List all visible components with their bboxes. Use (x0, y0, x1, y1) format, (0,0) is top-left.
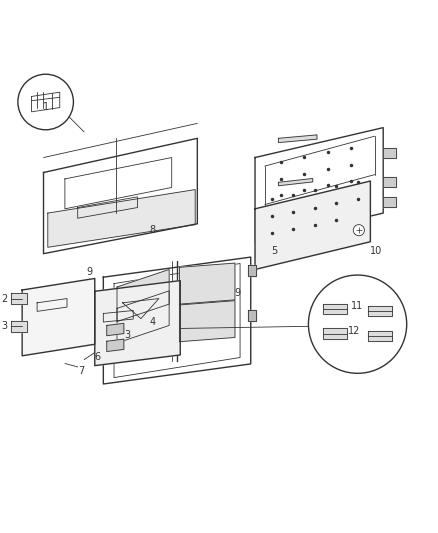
Polygon shape (95, 280, 180, 366)
Polygon shape (368, 330, 392, 341)
Text: 9: 9 (234, 288, 240, 298)
Polygon shape (255, 181, 371, 270)
Polygon shape (255, 127, 383, 243)
Polygon shape (323, 304, 347, 314)
Text: 7: 7 (78, 366, 85, 376)
Text: 1: 1 (42, 102, 49, 112)
Polygon shape (48, 190, 195, 247)
Text: 5: 5 (271, 246, 277, 256)
Circle shape (353, 224, 364, 236)
Polygon shape (279, 135, 317, 143)
Text: 3: 3 (1, 321, 7, 332)
Polygon shape (117, 291, 169, 343)
Polygon shape (43, 139, 198, 254)
Polygon shape (248, 310, 256, 321)
Text: 9: 9 (87, 266, 93, 277)
Polygon shape (383, 148, 396, 158)
Text: 12: 12 (348, 326, 360, 336)
Polygon shape (32, 92, 60, 112)
Text: 8: 8 (149, 225, 155, 235)
Text: 2: 2 (1, 294, 7, 304)
Polygon shape (279, 179, 313, 185)
Polygon shape (11, 293, 27, 304)
Polygon shape (11, 321, 27, 332)
Text: 3: 3 (125, 330, 131, 340)
Text: 11: 11 (351, 301, 364, 311)
Polygon shape (180, 301, 235, 342)
Polygon shape (103, 257, 251, 384)
Polygon shape (107, 324, 124, 336)
Circle shape (18, 74, 74, 130)
Polygon shape (107, 339, 124, 352)
Polygon shape (117, 270, 169, 321)
Polygon shape (383, 177, 396, 187)
Polygon shape (383, 197, 396, 207)
Text: 6: 6 (95, 352, 101, 361)
Circle shape (308, 275, 407, 373)
Polygon shape (180, 263, 235, 304)
Polygon shape (248, 265, 256, 276)
Text: 10: 10 (370, 246, 382, 256)
Text: 4: 4 (149, 317, 155, 327)
Polygon shape (368, 306, 392, 317)
Polygon shape (22, 278, 95, 356)
Polygon shape (323, 328, 347, 338)
